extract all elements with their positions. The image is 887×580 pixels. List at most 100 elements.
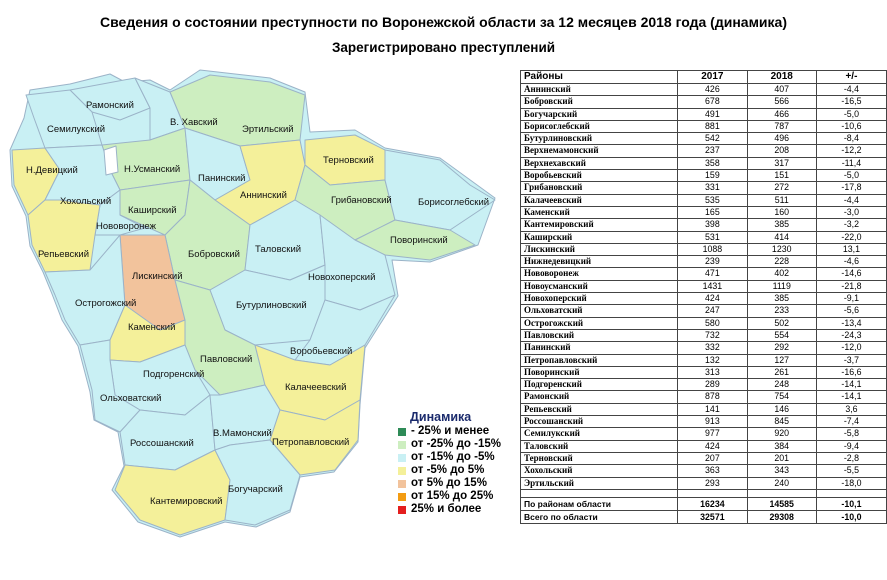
district-label: Панинский — [198, 173, 245, 184]
change-cell: -3,2 — [815, 218, 887, 232]
table-row: Павловский 732 554 -24,3 — [519, 328, 887, 343]
change-cell: -2,8 — [815, 451, 887, 466]
change-cell: -4,4 — [815, 193, 887, 207]
legend-item: от 15% до 25% — [398, 490, 523, 503]
legend-swatch — [398, 440, 406, 449]
value-2017-cell: 977 — [677, 427, 748, 441]
legend-label: 25% и более — [411, 503, 482, 515]
value-2018-cell: 1119 — [746, 279, 817, 294]
district-name-cell: Кантемировский — [519, 218, 679, 232]
district-label: Таловский — [255, 244, 301, 255]
table-row: Нововоронеж 471 402 -14,6 — [519, 267, 887, 281]
value-2017-cell: 313 — [677, 365, 748, 380]
value-2018-cell: 554 — [746, 328, 817, 343]
district-label: Каменский — [128, 322, 175, 333]
district-area — [27, 199, 101, 273]
district-label: Эртильский — [242, 124, 294, 135]
value-2018-cell: 29308 — [746, 509, 817, 524]
legend-swatch — [398, 427, 406, 436]
table-row: Новоусманский 1431 1119 -21,8 — [519, 279, 887, 294]
table-row: Петропавловский 132 127 -3,7 — [519, 353, 887, 367]
district-name-cell: Каширский — [519, 230, 679, 244]
district-label: Поворинский — [390, 235, 448, 246]
change-cell: -21,8 — [815, 279, 887, 294]
value-2017-cell: 32571 — [677, 509, 748, 524]
district-name-cell: Нововоронеж — [519, 267, 679, 281]
district-name-cell: Аннинский — [519, 82, 679, 97]
value-2017-cell: 678 — [677, 95, 748, 109]
table-row: Кантемировский 398 385 -3,2 — [519, 218, 887, 232]
value-2017-cell: 132 — [677, 353, 748, 367]
value-2018-cell: 272 — [746, 181, 817, 195]
district-label: Бобровский — [188, 249, 240, 260]
spacer-cell — [519, 488, 679, 498]
value-2018-cell: 511 — [746, 193, 817, 207]
value-2017-cell: 881 — [677, 119, 748, 134]
value-2018-cell: 384 — [746, 439, 817, 453]
value-2018-cell: 228 — [746, 255, 817, 269]
region-map: Рамонский Семилукский В. Хавский Эртильский… — [9, 69, 496, 538]
district-label: Воробьевский — [290, 346, 352, 357]
legend-item: от -25% до -15% — [398, 438, 523, 451]
table-row: Калачеевский 535 511 -4,4 — [519, 193, 887, 207]
district-name-cell: Новохоперский — [519, 292, 679, 306]
district-label: Богучарский — [228, 484, 283, 495]
legend-label: от 15% до 25% — [411, 490, 494, 502]
table-row: Каменский 165 160 -3,0 — [519, 205, 887, 220]
change-cell: -3,7 — [815, 353, 887, 367]
district-name-cell: Воробьевский — [519, 169, 679, 183]
value-2017-cell: 580 — [677, 316, 748, 330]
value-2017-cell: 1088 — [677, 242, 748, 257]
table-row: Воробьевский 159 151 -5,0 — [519, 169, 887, 183]
district-label: Хохольский — [60, 196, 111, 207]
change-cell: -9,1 — [815, 292, 887, 306]
district-name-cell: Таловский — [519, 439, 679, 453]
value-2017-cell: 363 — [677, 464, 748, 478]
header-districts: Районы — [519, 70, 679, 84]
district-label: Грибановский — [331, 195, 392, 206]
table-row: Панинский 332 292 -12,0 — [519, 341, 887, 355]
spacer-cell — [815, 488, 887, 498]
value-2017-cell: 424 — [677, 439, 748, 453]
district-label: Ольховатский — [100, 393, 161, 404]
legend-swatch — [398, 453, 406, 462]
table-row: Хохольский 363 343 -5,5 — [519, 464, 887, 478]
table-row: Терновский 207 201 -2,8 — [519, 451, 887, 466]
page-subtitle: Зарегистрировано преступлений — [331, 40, 556, 55]
change-cell: 3,6 — [815, 402, 887, 417]
table-row: Каширский 531 414 -22,0 — [519, 230, 887, 244]
change-cell: -16,5 — [815, 95, 887, 109]
district-name-cell: Бобровский — [519, 95, 679, 109]
legend-item: 25% и более — [398, 503, 523, 516]
change-cell: -5,0 — [815, 169, 887, 183]
district-label: Бутурлиновский — [236, 300, 307, 311]
value-2017-cell: 542 — [677, 132, 748, 146]
district-name-cell: Рамонский — [519, 390, 679, 404]
value-2017-cell: 878 — [677, 390, 748, 404]
table-row: Ольховатский 247 233 -5,6 — [519, 304, 887, 318]
table-row: Аннинский 426 407 -4,4 — [519, 82, 887, 97]
value-2018-cell: 787 — [746, 119, 817, 134]
value-2017-cell: 491 — [677, 107, 748, 121]
table-row: Бобровский 678 566 -16,5 — [519, 95, 887, 109]
change-cell: -14,6 — [815, 267, 887, 281]
value-2018-cell: 496 — [746, 132, 817, 146]
district-label: Новохоперский — [308, 272, 375, 283]
value-2017-cell: 332 — [677, 341, 748, 355]
change-cell: -5,8 — [815, 427, 887, 441]
value-2018-cell: 385 — [746, 292, 817, 306]
value-2018-cell: 151 — [746, 169, 817, 183]
table-row: Борисоглебский 881 787 -10,6 — [519, 119, 887, 134]
legend-label: от 5% до 15% — [411, 477, 487, 489]
district-label: Семилукский — [47, 124, 105, 135]
legend-label: от -5% до 5% — [411, 464, 485, 476]
district-name-cell: Новоусманский — [519, 279, 679, 294]
value-2017-cell: 293 — [677, 476, 748, 490]
district-name-cell: Семилукский — [519, 427, 679, 441]
district-name-cell: Хохольский — [519, 464, 679, 478]
page-title: Сведения о состоянии преступности по Вор… — [100, 14, 787, 30]
legend-item: от -15% до -5% — [398, 451, 523, 464]
district-label: Подгоренский — [143, 369, 204, 380]
district-name-cell: Эртильский — [519, 476, 679, 490]
change-cell: -24,3 — [815, 328, 887, 343]
